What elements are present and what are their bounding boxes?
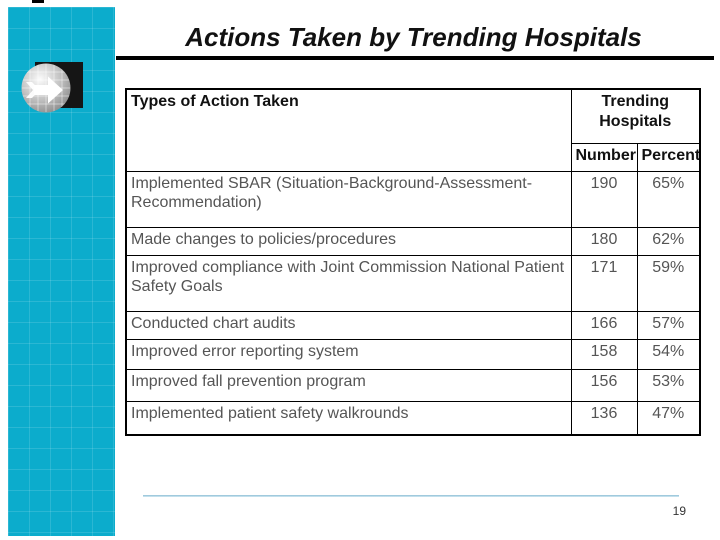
action-cell: Improved fall prevention program [125,368,572,402]
percent-cell: 53% [636,368,701,402]
percent-cell: 62% [636,226,701,256]
slide-title: Actions Taken by Trending Hospitals [185,22,642,52]
percent-cell: 54% [636,338,701,370]
number-cell: 171 [570,254,638,312]
number-cell: 166 [570,310,638,340]
table-row: Improved fall prevention program 156 53% [125,368,701,402]
table-header-row-2: Number Percent [126,142,701,172]
action-cell: Implemented SBAR (Situation-Background-A… [125,170,572,228]
action-cell: Implemented patient safety walkrounds [125,400,572,436]
percent-cell: 59% [636,254,701,312]
table-row: Conducted chart audits 166 57% [125,310,701,340]
table-row: Made changes to policies/procedures 180 … [125,226,701,256]
col-header-types-of-action: Types of Action Taken [125,88,572,172]
table-row: Implemented patient safety walkrounds 13… [125,400,701,436]
logo-svg [21,62,83,113]
number-cell: 136 [570,400,638,436]
table-row: Improved compliance with Joint Commissio… [125,254,701,312]
action-cell: Improved compliance with Joint Commissio… [125,254,572,312]
table-header-row-1: Types of Action Taken Trending Hospitals [125,88,701,172]
actions-table: Types of Action Taken Trending Hospitals… [125,88,702,436]
top-edge-mark [32,0,44,3]
action-cell: Improved error reporting system [125,338,572,370]
number-cell: 180 [570,226,638,256]
page-number: 19 [672,504,686,518]
title-underline [116,56,714,60]
action-cell: Made changes to policies/procedures [125,226,572,256]
col-header-number: Number [570,142,638,172]
number-cell: 156 [570,368,638,402]
percent-cell: 57% [636,310,701,340]
table-row: Implemented SBAR (Situation-Background-A… [125,170,701,228]
percent-cell: 65% [636,170,701,228]
number-cell: 158 [570,338,638,370]
arrow-right-sphere-icon [18,60,86,116]
col-header-trending-hospitals: Trending Hospitals [570,88,701,144]
table-row: Improved error reporting system 158 54% [125,338,701,370]
number-cell: 190 [570,170,638,228]
col-header-percent: Percent [636,142,701,172]
footer-divider-line [143,495,679,497]
action-cell: Conducted chart audits [125,310,572,340]
percent-cell: 47% [636,400,701,436]
